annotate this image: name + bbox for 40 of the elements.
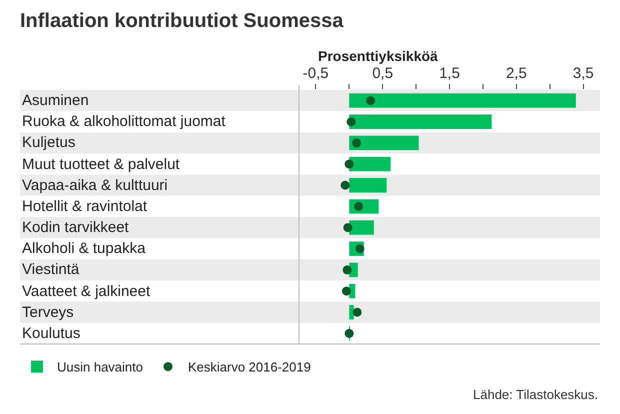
x-tick-label: 1,5 — [439, 65, 460, 82]
x-axis-title: Prosenttiyksikköä — [318, 48, 438, 64]
y-tick-label: Terveys — [22, 304, 74, 321]
x-tick-label: 2,5 — [506, 65, 527, 82]
point — [343, 223, 352, 232]
x-tick-label: 0,5 — [372, 65, 394, 82]
legend-label: Keskiarvo 2016-2019 — [188, 360, 311, 375]
point — [344, 160, 354, 169]
point — [344, 328, 354, 338]
point — [352, 138, 362, 148]
point — [342, 265, 352, 274]
y-tick-label: Kodin tarvikkeet — [22, 219, 130, 236]
bar — [349, 136, 419, 150]
y-tick-label: Asuminen — [22, 92, 89, 109]
y-tick-label: Muut tuotteet & palvelut — [22, 156, 180, 173]
point — [342, 286, 351, 296]
bar — [349, 305, 354, 320]
y-tick-label: Alkoholi & tupakka — [22, 240, 146, 257]
bar — [349, 220, 374, 235]
point — [346, 117, 356, 126]
point — [366, 96, 376, 106]
legend-label: Uusin havainto — [56, 360, 143, 375]
y-tick-label: Ruoka & alkoholittomat juomat — [22, 113, 226, 130]
point — [340, 180, 350, 190]
y-tick-label: Vapaa-aika & kulttuuri — [22, 177, 168, 194]
bar — [349, 178, 387, 192]
bar — [349, 156, 391, 172]
point — [354, 202, 364, 211]
y-tick-label: Koulutus — [22, 325, 80, 342]
x-tick-label: -0,5 — [302, 65, 329, 82]
y-tick-label: Viestintä — [22, 261, 80, 278]
x-tick-label: 3,5 — [572, 65, 594, 82]
bar — [349, 114, 492, 129]
y-tick-label: Vaatteet & jalkineet — [22, 283, 151, 300]
y-tick-label: Kuljetus — [22, 134, 76, 151]
text: Lähde: Tilastokeskus. — [473, 387, 598, 402]
chart-title: Inflaation kontribuutiot Suomessa — [20, 10, 344, 32]
bar — [349, 93, 576, 108]
y-tick-label: Hotellit & ravintolat — [22, 198, 148, 215]
point — [352, 308, 362, 317]
